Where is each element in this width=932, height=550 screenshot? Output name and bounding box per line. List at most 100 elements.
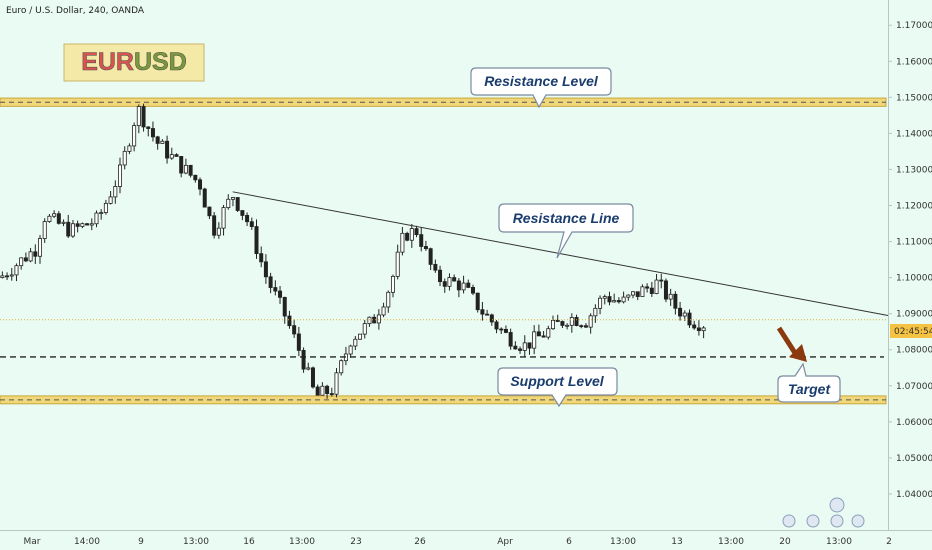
candle [456,280,461,291]
candle [536,331,541,337]
candle [419,234,424,247]
symbol-info: Euro / U.S. Dollar, 240, OANDA [6,6,145,16]
candle [569,317,574,326]
price-axis-label: 1.13000 [896,165,932,175]
candle [259,253,264,263]
candle [254,226,259,255]
candle [612,300,617,303]
event-marker[interactable] [851,514,865,528]
candle [207,206,212,217]
candle [38,238,43,257]
candle [442,281,447,287]
candle [150,128,155,138]
target-label: Target [788,381,832,397]
price-axis-label: 1.11000 [896,238,932,248]
resistance-level-callout-box [470,67,612,109]
candle [631,291,636,296]
resistance-line-callout[interactable]: Resistance Line [498,203,634,259]
target-arrow [776,326,807,362]
event-markers[interactable] [782,497,865,528]
support-level-callout[interactable]: Support Level [497,367,618,408]
time-axis-label: 13:00 [183,537,209,547]
event-marker[interactable] [829,497,845,513]
price-axis-label: 1.06000 [896,418,932,428]
candle [292,325,297,335]
candle [551,319,556,330]
candle [635,291,640,297]
candle [499,328,504,331]
candle [663,280,668,300]
candle [348,345,353,355]
resistance-line-callout-box [498,203,634,259]
candle [141,106,146,128]
candle [461,282,466,291]
candle [607,296,612,303]
candles [0,103,706,399]
candle [400,232,405,253]
candle [19,257,24,267]
candle [136,106,141,127]
resistance-level-label: Resistance Level [484,73,599,89]
candle [14,265,19,276]
candle [94,212,99,225]
candle [52,213,57,217]
candle [574,317,579,327]
candle [155,136,160,144]
candle [645,286,650,289]
candle [659,279,664,282]
candle [466,282,471,288]
price-axis-label: 1.05000 [896,454,932,464]
current-price-tag-time: 02:45:54 [894,327,932,337]
time-axis-label: 13:00 [289,537,315,547]
time-axis-label: 20 [779,537,791,547]
time-axis-label: 13:00 [718,537,744,547]
time-axis[interactable]: Mar 14:00 9 13:00 16 13:00 23 26 Apr 6 13:00 13 13:0… [24,537,892,547]
candle [235,197,240,211]
candle [565,324,570,327]
candle [414,228,419,236]
price-axis-label: 1.04000 [896,490,932,500]
candle [249,221,254,227]
support-level-label: Support Level [510,373,604,389]
candle [334,372,339,395]
candle [489,314,494,323]
resistance-trendline [232,191,889,316]
symbol-badge-quote: USD [134,48,187,76]
symbol-badge: EURUSD [63,43,205,82]
candle [560,321,565,326]
target-callout[interactable]: Target [777,362,841,403]
symbol-badge-box [63,43,205,82]
candle [579,325,584,328]
time-axis-label: Mar [24,537,41,547]
candle [513,345,518,350]
event-marker[interactable] [830,514,844,528]
candle [99,212,104,214]
candle [202,188,207,208]
candle [230,197,235,200]
price-axis[interactable]: 1.17000 1.16000 1.15000 1.14000 1.13000 1.120… [888,21,932,500]
candle [329,393,334,395]
candle [183,164,188,174]
candle [89,223,94,226]
candle [409,228,414,241]
candle [583,325,588,328]
candle [113,186,118,198]
candle [367,316,372,325]
resistance-level-callout[interactable]: Resistance Level [470,67,612,109]
candle [160,140,165,144]
candle [282,296,287,317]
target-arrow-head [789,344,807,362]
candle [70,223,75,237]
time-axis-label: 26 [414,537,426,547]
event-marker[interactable] [782,514,796,528]
lines [0,191,889,358]
price-axis-label: 1.16000 [896,57,932,67]
candle [588,315,593,328]
candle [5,275,10,278]
event-marker[interactable] [806,514,820,528]
candle [362,323,367,335]
candle [66,221,71,237]
price-axis-label: 1.14000 [896,129,932,139]
candle [353,338,358,347]
